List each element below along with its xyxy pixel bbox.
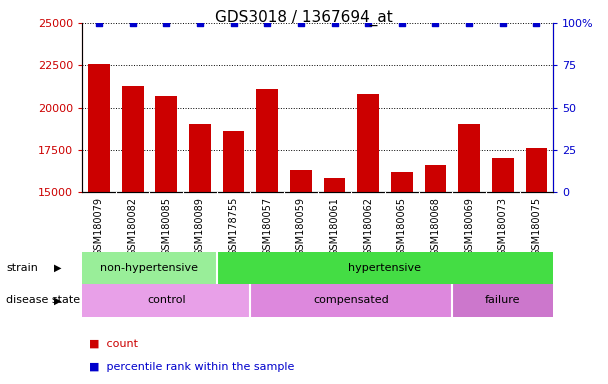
Bar: [122, 86, 143, 384]
Text: ▶: ▶: [54, 263, 61, 273]
Text: GSM180062: GSM180062: [363, 197, 373, 256]
Point: [531, 20, 541, 26]
Text: GSM180057: GSM180057: [262, 197, 272, 256]
Bar: [458, 124, 480, 384]
Point: [498, 20, 508, 26]
Point: [397, 20, 407, 26]
Text: hypertensive: hypertensive: [348, 263, 421, 273]
Point: [128, 20, 137, 26]
Text: compensated: compensated: [314, 295, 389, 306]
Point: [430, 20, 440, 26]
Text: GSM180089: GSM180089: [195, 197, 205, 256]
Bar: [391, 172, 413, 384]
Text: ■  percentile rank within the sample: ■ percentile rank within the sample: [82, 362, 294, 372]
Text: strain: strain: [6, 263, 38, 273]
Text: GSM180069: GSM180069: [464, 197, 474, 256]
Point: [465, 20, 474, 26]
Text: GSM180065: GSM180065: [397, 197, 407, 256]
Bar: [82, 252, 216, 284]
Text: GDS3018 / 1367694_at: GDS3018 / 1367694_at: [215, 10, 393, 26]
Bar: [452, 284, 553, 317]
Point: [296, 20, 306, 26]
Text: failure: failure: [485, 295, 520, 306]
Bar: [155, 96, 177, 384]
Bar: [358, 94, 379, 384]
Bar: [223, 131, 244, 384]
Text: GSM180075: GSM180075: [531, 197, 542, 256]
Bar: [290, 170, 312, 384]
Point: [94, 20, 104, 26]
Text: ■  count: ■ count: [82, 339, 138, 349]
Bar: [216, 252, 553, 284]
Text: GSM180061: GSM180061: [330, 197, 339, 256]
Bar: [256, 89, 278, 384]
Point: [229, 20, 238, 26]
Text: control: control: [147, 295, 185, 306]
Bar: [82, 284, 250, 317]
Point: [330, 20, 339, 26]
Text: GSM180085: GSM180085: [161, 197, 171, 256]
Text: GSM180059: GSM180059: [296, 197, 306, 256]
Bar: [525, 148, 547, 384]
Text: GSM178755: GSM178755: [229, 197, 238, 256]
Point: [161, 20, 171, 26]
Point: [262, 20, 272, 26]
Text: GSM180073: GSM180073: [498, 197, 508, 256]
Point: [364, 20, 373, 26]
Bar: [250, 284, 452, 317]
Bar: [492, 158, 514, 384]
Text: GSM180082: GSM180082: [128, 197, 137, 256]
Text: GSM180068: GSM180068: [430, 197, 440, 256]
Bar: [88, 64, 110, 384]
Text: non-hypertensive: non-hypertensive: [100, 263, 198, 273]
Text: ▶: ▶: [54, 295, 61, 306]
Bar: [189, 124, 211, 384]
Point: [195, 20, 205, 26]
Text: GSM180079: GSM180079: [94, 197, 104, 256]
Text: disease state: disease state: [6, 295, 80, 306]
Bar: [323, 179, 345, 384]
Bar: [424, 165, 446, 384]
